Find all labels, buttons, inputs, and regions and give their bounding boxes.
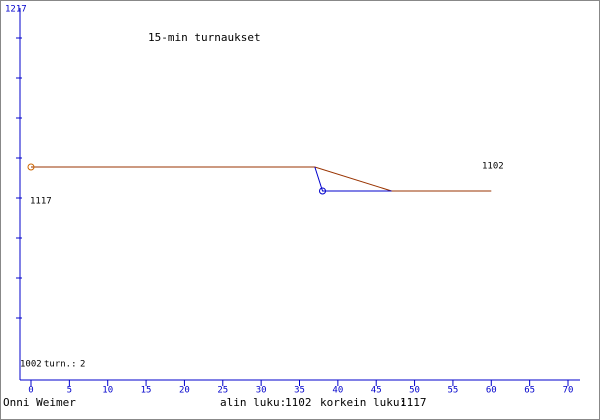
x-tick-label: 25 xyxy=(217,386,228,396)
max-label: korkein luku: xyxy=(320,396,406,409)
x-tick-label: 35 xyxy=(294,386,305,396)
max-value: 1117 xyxy=(400,396,427,409)
y-axis-ticks xyxy=(16,37,22,319)
x-tick-label: 60 xyxy=(486,386,497,396)
x-tick-label: 5 xyxy=(67,386,72,396)
games-label: turn.: xyxy=(44,360,77,370)
y-min-label: 1002 xyxy=(20,360,42,370)
x-tick-label: 15 xyxy=(141,386,152,396)
x-tick-label: 45 xyxy=(371,386,382,396)
point-marker xyxy=(27,163,35,171)
x-tick-label: 20 xyxy=(179,386,190,396)
min-label: alin luku: xyxy=(220,396,286,409)
x-tick-label: 10 xyxy=(102,386,113,396)
x-tick-label: 40 xyxy=(332,386,343,396)
player-name: Onni Weimer xyxy=(3,396,76,409)
y-max-label: 1217 xyxy=(5,5,27,15)
x-tick-label: 70 xyxy=(563,386,574,396)
series-line xyxy=(314,166,392,192)
annotation: 1117 xyxy=(30,197,52,207)
chart-title: 15-min turnaukset xyxy=(148,31,261,44)
x-tick-label: 50 xyxy=(409,386,420,396)
min-value: 1102 xyxy=(285,396,312,409)
x-tick-label: 30 xyxy=(256,386,267,396)
point-marker xyxy=(319,187,327,195)
annotation: 1102 xyxy=(482,162,504,172)
x-tick-label: 65 xyxy=(524,386,535,396)
games-count: 2 xyxy=(80,360,85,370)
series-line xyxy=(31,166,492,192)
x-tick-label: 55 xyxy=(448,386,459,396)
x-tick-label: 0 xyxy=(28,386,33,396)
